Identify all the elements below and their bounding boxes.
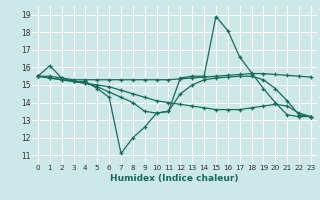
X-axis label: Humidex (Indice chaleur): Humidex (Indice chaleur) — [110, 174, 239, 183]
